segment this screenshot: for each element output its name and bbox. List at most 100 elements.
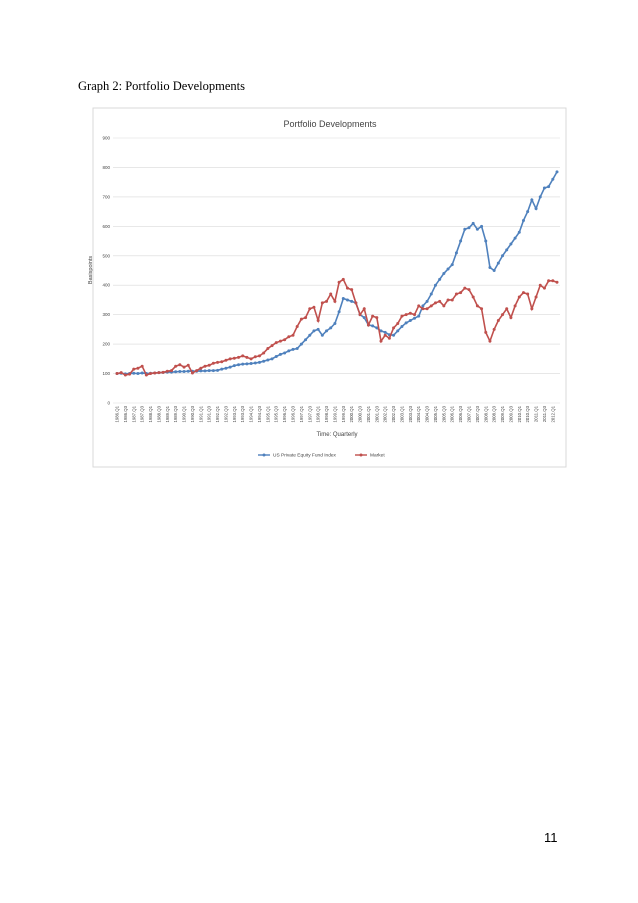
data-point (526, 292, 530, 296)
data-point (350, 299, 354, 303)
data-point (492, 327, 496, 331)
data-point (442, 304, 446, 308)
x-tick-label: 1995.Q1 (265, 405, 270, 422)
data-point (358, 313, 362, 317)
data-point (308, 333, 312, 337)
data-point (496, 261, 500, 265)
data-point (257, 360, 261, 364)
data-point (320, 333, 324, 337)
legend-label: Market (370, 453, 385, 459)
data-point (542, 186, 546, 190)
x-tick-label: 1998.Q1 (316, 405, 321, 422)
data-point (467, 288, 471, 292)
data-point (274, 341, 278, 345)
data-point (245, 362, 249, 366)
data-point (278, 339, 282, 343)
x-tick-label: 2002.Q3 (391, 405, 396, 422)
data-point (157, 371, 161, 375)
x-tick-label: 1993.Q3 (240, 405, 245, 422)
data-point (475, 227, 479, 231)
legend-label: US Private Equity Fund Index (273, 453, 337, 459)
x-tick-label: 2008.Q1 (483, 405, 488, 422)
data-point (216, 360, 220, 364)
data-point (442, 271, 446, 275)
data-point (333, 299, 337, 303)
data-point (446, 267, 450, 271)
x-tick-label: 2010.Q1 (517, 405, 522, 422)
data-point (555, 170, 559, 174)
data-point (362, 316, 366, 320)
data-point (362, 307, 366, 311)
data-point (174, 370, 178, 374)
data-point (186, 369, 190, 373)
data-point (237, 355, 241, 359)
data-point (182, 365, 186, 369)
data-point (136, 372, 140, 376)
x-tick-label: 2009.Q1 (500, 405, 505, 422)
data-point (308, 307, 312, 311)
x-tick-label: 2006.Q3 (458, 405, 463, 422)
data-point (169, 369, 173, 373)
data-point (371, 324, 375, 328)
x-tick-label: 2004.Q1 (416, 405, 421, 422)
data-point (132, 371, 136, 375)
data-point (182, 369, 186, 373)
data-point (199, 366, 203, 370)
data-point (387, 336, 391, 340)
x-tick-label: 1990.Q1 (182, 405, 187, 422)
series-line (116, 278, 558, 377)
data-point (216, 368, 220, 372)
data-point (232, 364, 236, 368)
data-point (375, 326, 379, 330)
data-point (488, 266, 492, 270)
x-tick-label: 2003.Q3 (408, 405, 413, 422)
x-tick-label: 1989.Q1 (165, 405, 170, 422)
data-point (270, 344, 274, 348)
data-point (237, 363, 241, 367)
x-tick-label: 2011.Q3 (542, 405, 547, 422)
page-number: 11 (544, 830, 558, 845)
x-tick-label: 2007.Q1 (467, 405, 472, 422)
x-tick-label: 2003.Q1 (399, 405, 404, 422)
data-point (115, 372, 119, 376)
x-tick-label: 2012.Q1 (550, 405, 555, 422)
data-point (304, 338, 308, 342)
x-tick-label: 1988.Q1 (148, 405, 153, 422)
data-point (530, 198, 534, 202)
data-point (312, 329, 316, 333)
data-point (513, 236, 517, 240)
data-point (538, 195, 542, 199)
x-tick-label: 2009.Q3 (508, 405, 513, 422)
y-tick-label: 800 (102, 165, 110, 170)
data-point (132, 367, 136, 371)
data-point (220, 367, 224, 371)
x-tick-label: 2001.Q1 (366, 405, 371, 422)
data-point (404, 313, 408, 317)
data-point (178, 363, 182, 367)
data-point (392, 326, 396, 330)
data-point (207, 369, 211, 373)
caption: Graph 2: Portfolio Developments (78, 79, 245, 93)
data-point (517, 295, 521, 299)
data-point (140, 364, 144, 368)
y-axis-label: Basispoints (88, 256, 94, 284)
data-point (295, 324, 299, 328)
data-point (547, 185, 551, 189)
data-point (211, 361, 215, 365)
data-point (488, 339, 492, 343)
data-point (337, 310, 341, 314)
data-point (459, 291, 463, 295)
data-point (283, 351, 287, 355)
x-tick-label: 1987.Q1 (131, 405, 136, 422)
data-point (475, 304, 479, 308)
data-point (379, 339, 383, 343)
x-tick-label: 1996.Q1 (282, 405, 287, 422)
data-point (123, 373, 127, 377)
x-tick-label: 1997.Q1 (299, 405, 304, 422)
x-tick-label: 1993.Q1 (232, 405, 237, 422)
data-point (165, 369, 169, 373)
data-point (492, 269, 496, 272)
y-tick-label: 0 (107, 401, 110, 406)
data-point (375, 316, 379, 320)
